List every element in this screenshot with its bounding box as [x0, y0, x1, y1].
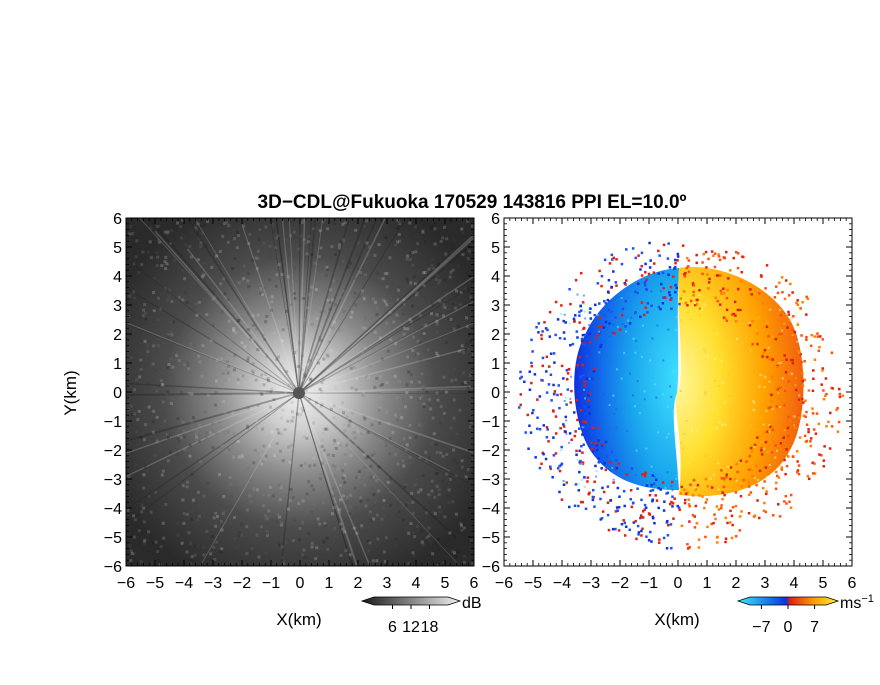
- x-tick-label: 3: [383, 575, 392, 592]
- x-tick-label: −3: [204, 575, 222, 592]
- x-tick-label: 0: [296, 575, 305, 592]
- colorbar-tick-label: 18: [421, 619, 439, 636]
- chart-title: 3D−CDL@Fukuoka 170529 143816 PPI EL=10.0…: [258, 192, 687, 213]
- x-tick-label: −2: [233, 575, 251, 592]
- y-tick-label: 5: [113, 240, 122, 257]
- y-tick-label: 2: [113, 327, 122, 344]
- y-tick-label: −5: [482, 530, 500, 547]
- y-tick-label: −4: [482, 501, 500, 518]
- y-tick-label: 0: [113, 385, 122, 402]
- x-tick-label: −6: [117, 575, 135, 592]
- y-tick-label: −2: [482, 443, 500, 460]
- velocity-colorbar-unit: ms−1: [840, 593, 874, 612]
- y-tick-label: 5: [491, 240, 500, 257]
- colorbar-tick-label: 12: [402, 619, 420, 636]
- y-tick-label: −5: [104, 530, 122, 547]
- y-tick-label: −4: [104, 501, 122, 518]
- colorbar-tick-label: 6: [388, 619, 397, 636]
- x-tick-label: −1: [640, 575, 658, 592]
- x-tick-label: 6: [470, 575, 479, 592]
- y-tick-label: 0: [491, 385, 500, 402]
- x-tick-label: 5: [819, 575, 828, 592]
- x-tick-label: 1: [325, 575, 334, 592]
- reflectivity-colorbar-bar: [362, 597, 460, 605]
- y-tick-label: −6: [482, 559, 500, 576]
- y-tick-label: 2: [491, 327, 500, 344]
- colorbar-tick-label: 0: [784, 619, 793, 636]
- x-tick-label: 5: [441, 575, 450, 592]
- velocity-colorbar-bar: [738, 597, 838, 605]
- reflectivity-panel: −6 −5 −4 −3 −2 −1 0 1 2 3 4 5 6 6 5 4 3 2 1 0 −1 −2 −3 −4 −5 −6 X…: [61, 140, 552, 631]
- y-tick-label: 6: [491, 211, 500, 228]
- y-tick-label: 3: [491, 298, 500, 315]
- y-tick-label: 4: [491, 269, 500, 286]
- x-tick-label: −4: [553, 575, 571, 592]
- x-tick-label: 4: [790, 575, 799, 592]
- y-tick-label: −2: [104, 443, 122, 460]
- y-tick-label: 1: [491, 356, 500, 373]
- x-tick-label: 6: [848, 575, 857, 592]
- x-tick-label: −3: [582, 575, 600, 592]
- x-axis-label-left: X(km): [276, 610, 321, 629]
- colorbar-tick-label: −7: [752, 619, 770, 636]
- x-tick-label: −5: [524, 575, 542, 592]
- y-tick-label: −3: [104, 472, 122, 489]
- y-tick-label: −1: [104, 414, 122, 431]
- y-tick-label: 6: [113, 211, 122, 228]
- y-tick-label: −6: [104, 559, 122, 576]
- velocity-panel: −6 −5 −4 −3 −2 −1 0 1 2 3 4 5 6 6 5 4 3 2 1 0 −1 −2 −3 −4 −5 −6 X…: [482, 211, 857, 629]
- radar-site-marker: [293, 387, 305, 399]
- y-tick-label: −3: [482, 472, 500, 489]
- x-tick-label: −1: [262, 575, 280, 592]
- x-tick-label: 0: [674, 575, 683, 592]
- reflectivity-colorbar-unit: dB: [462, 595, 482, 612]
- y-tick-label: −1: [482, 414, 500, 431]
- y-tick-label: 1: [113, 356, 122, 373]
- colorbar-tick-label: 7: [810, 619, 819, 636]
- x-tick-label: 2: [354, 575, 363, 592]
- x-tick-label: −6: [495, 575, 513, 592]
- x-tick-label: 1: [703, 575, 712, 592]
- x-tick-label: 2: [732, 575, 741, 592]
- x-tick-label: −5: [146, 575, 164, 592]
- x-tick-label: −2: [611, 575, 629, 592]
- x-tick-label: 3: [761, 575, 770, 592]
- x-axis-label-right: X(km): [654, 610, 699, 629]
- y-tick-label: 3: [113, 298, 122, 315]
- x-tick-label: 4: [412, 575, 421, 592]
- x-tick-label: −4: [175, 575, 193, 592]
- y-tick-label: 4: [113, 269, 122, 286]
- y-axis-label: Y(km): [61, 370, 80, 415]
